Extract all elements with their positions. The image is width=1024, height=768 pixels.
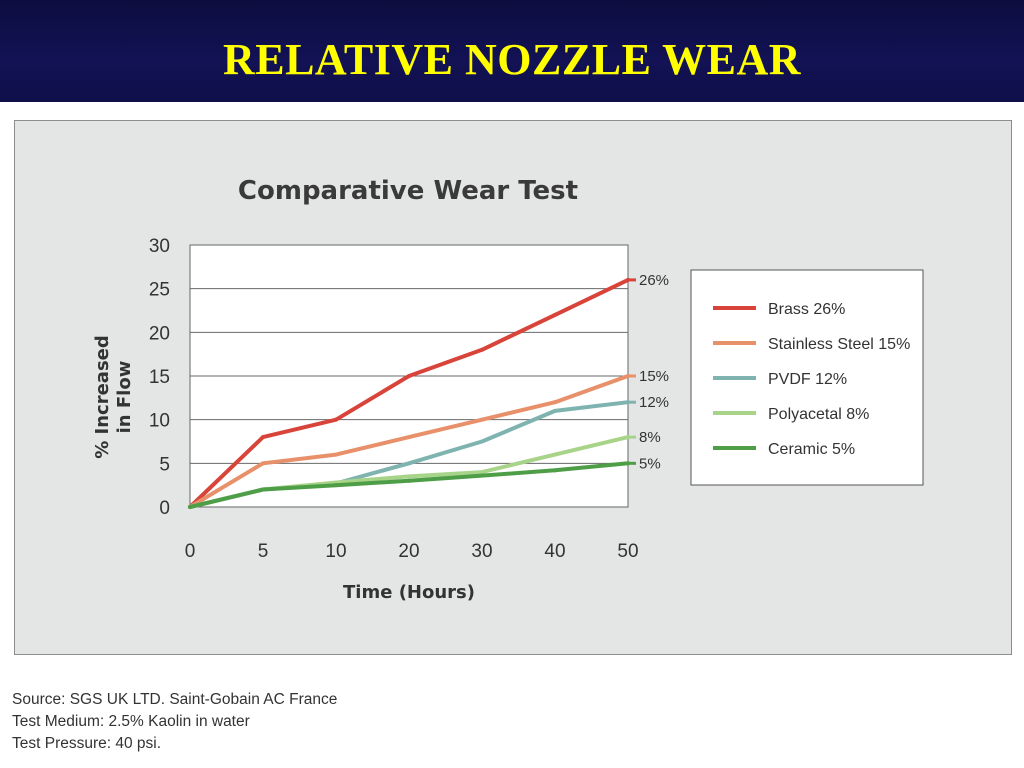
data-point bbox=[407, 478, 411, 483]
legend-item: PVDF 12% bbox=[713, 371, 847, 388]
data-point bbox=[480, 470, 484, 475]
data-point bbox=[261, 461, 265, 466]
slide-header: RELATIVE NOZZLE WEAR bbox=[0, 0, 1024, 102]
legend-item: Polyacetal 8% bbox=[713, 406, 869, 423]
series-end-labels: 26% 15% 12% 8% 5% bbox=[628, 272, 669, 472]
legend-item: Ceramic 5% bbox=[713, 441, 855, 458]
medium-note: Test Medium: 2.5% Kaolin in water bbox=[12, 713, 250, 730]
data-point bbox=[553, 400, 557, 405]
x-tick-label: 0 bbox=[185, 541, 196, 562]
pressure-note: Test Pressure: 40 psi. bbox=[12, 735, 162, 752]
series-end-label: 5% bbox=[639, 455, 661, 472]
x-tick-label: 20 bbox=[398, 541, 419, 562]
data-point bbox=[553, 312, 557, 317]
data-point bbox=[480, 473, 484, 478]
legend-label: Brass 26% bbox=[768, 301, 845, 318]
data-point bbox=[407, 461, 411, 466]
data-point bbox=[188, 505, 192, 509]
y-tick-label: 25 bbox=[149, 280, 170, 301]
data-point bbox=[480, 439, 484, 444]
y-tick-label: 0 bbox=[159, 498, 170, 519]
legend-item: Brass 26% bbox=[713, 301, 845, 318]
data-point bbox=[407, 435, 411, 440]
x-tick-label: 5 bbox=[258, 541, 269, 562]
data-point bbox=[480, 347, 484, 352]
x-axis-ticks: 0 5 10 20 30 40 50 bbox=[185, 541, 639, 562]
legend-label: PVDF 12% bbox=[768, 371, 847, 388]
chart-notes: Source: SGS UK LTD. Saint-Gobain AC Fran… bbox=[12, 689, 337, 755]
y-tick-label: 15 bbox=[149, 367, 170, 388]
y-axis-label-line-1: % Increased bbox=[92, 335, 113, 459]
chart-title: Comparative Wear Test bbox=[238, 176, 578, 206]
legend-label: Stainless Steel 15% bbox=[768, 336, 910, 353]
y-tick-label: 30 bbox=[149, 236, 170, 257]
legend-item: Stainless Steel 15% bbox=[713, 336, 910, 353]
data-point bbox=[334, 483, 338, 488]
data-point bbox=[261, 435, 265, 440]
legend-label: Polyacetal 8% bbox=[768, 406, 869, 423]
data-point bbox=[407, 374, 411, 378]
x-tick-label: 50 bbox=[617, 541, 638, 562]
series-end-label: 12% bbox=[639, 394, 669, 411]
y-tick-label: 10 bbox=[149, 411, 170, 432]
legend: Brass 26% Stainless Steel 15% PVDF 12% Poly… bbox=[713, 301, 910, 458]
y-tick-label: 5 bbox=[159, 454, 170, 475]
source-note: Source: SGS UK LTD. Saint-Gobain AC Fran… bbox=[12, 691, 338, 708]
x-axis-label: Time (Hours) bbox=[343, 582, 475, 603]
x-tick-label: 40 bbox=[544, 541, 565, 562]
data-point bbox=[334, 452, 338, 457]
x-tick-label: 30 bbox=[471, 541, 492, 562]
series-lines bbox=[188, 277, 630, 509]
data-point bbox=[407, 474, 411, 479]
series-end-label: 15% bbox=[639, 368, 669, 385]
data-point bbox=[261, 487, 265, 492]
legend-label: Ceramic 5% bbox=[768, 441, 855, 458]
series-end-label: 8% bbox=[639, 429, 661, 446]
x-tick-label: 10 bbox=[325, 541, 346, 562]
y-tick-label: 20 bbox=[149, 323, 170, 344]
series-end-label: 26% bbox=[639, 272, 669, 289]
data-point bbox=[553, 452, 557, 457]
data-point bbox=[553, 468, 557, 473]
data-point bbox=[480, 417, 484, 422]
y-axis-label: % Increased in Flow bbox=[92, 335, 135, 459]
data-point bbox=[334, 417, 338, 422]
y-axis-ticks: 0 5 10 15 20 25 30 bbox=[149, 236, 170, 519]
slide-title: RELATIVE NOZZLE WEAR bbox=[222, 35, 802, 84]
data-point bbox=[553, 408, 557, 413]
y-axis-label-line-2: in Flow bbox=[114, 361, 135, 434]
